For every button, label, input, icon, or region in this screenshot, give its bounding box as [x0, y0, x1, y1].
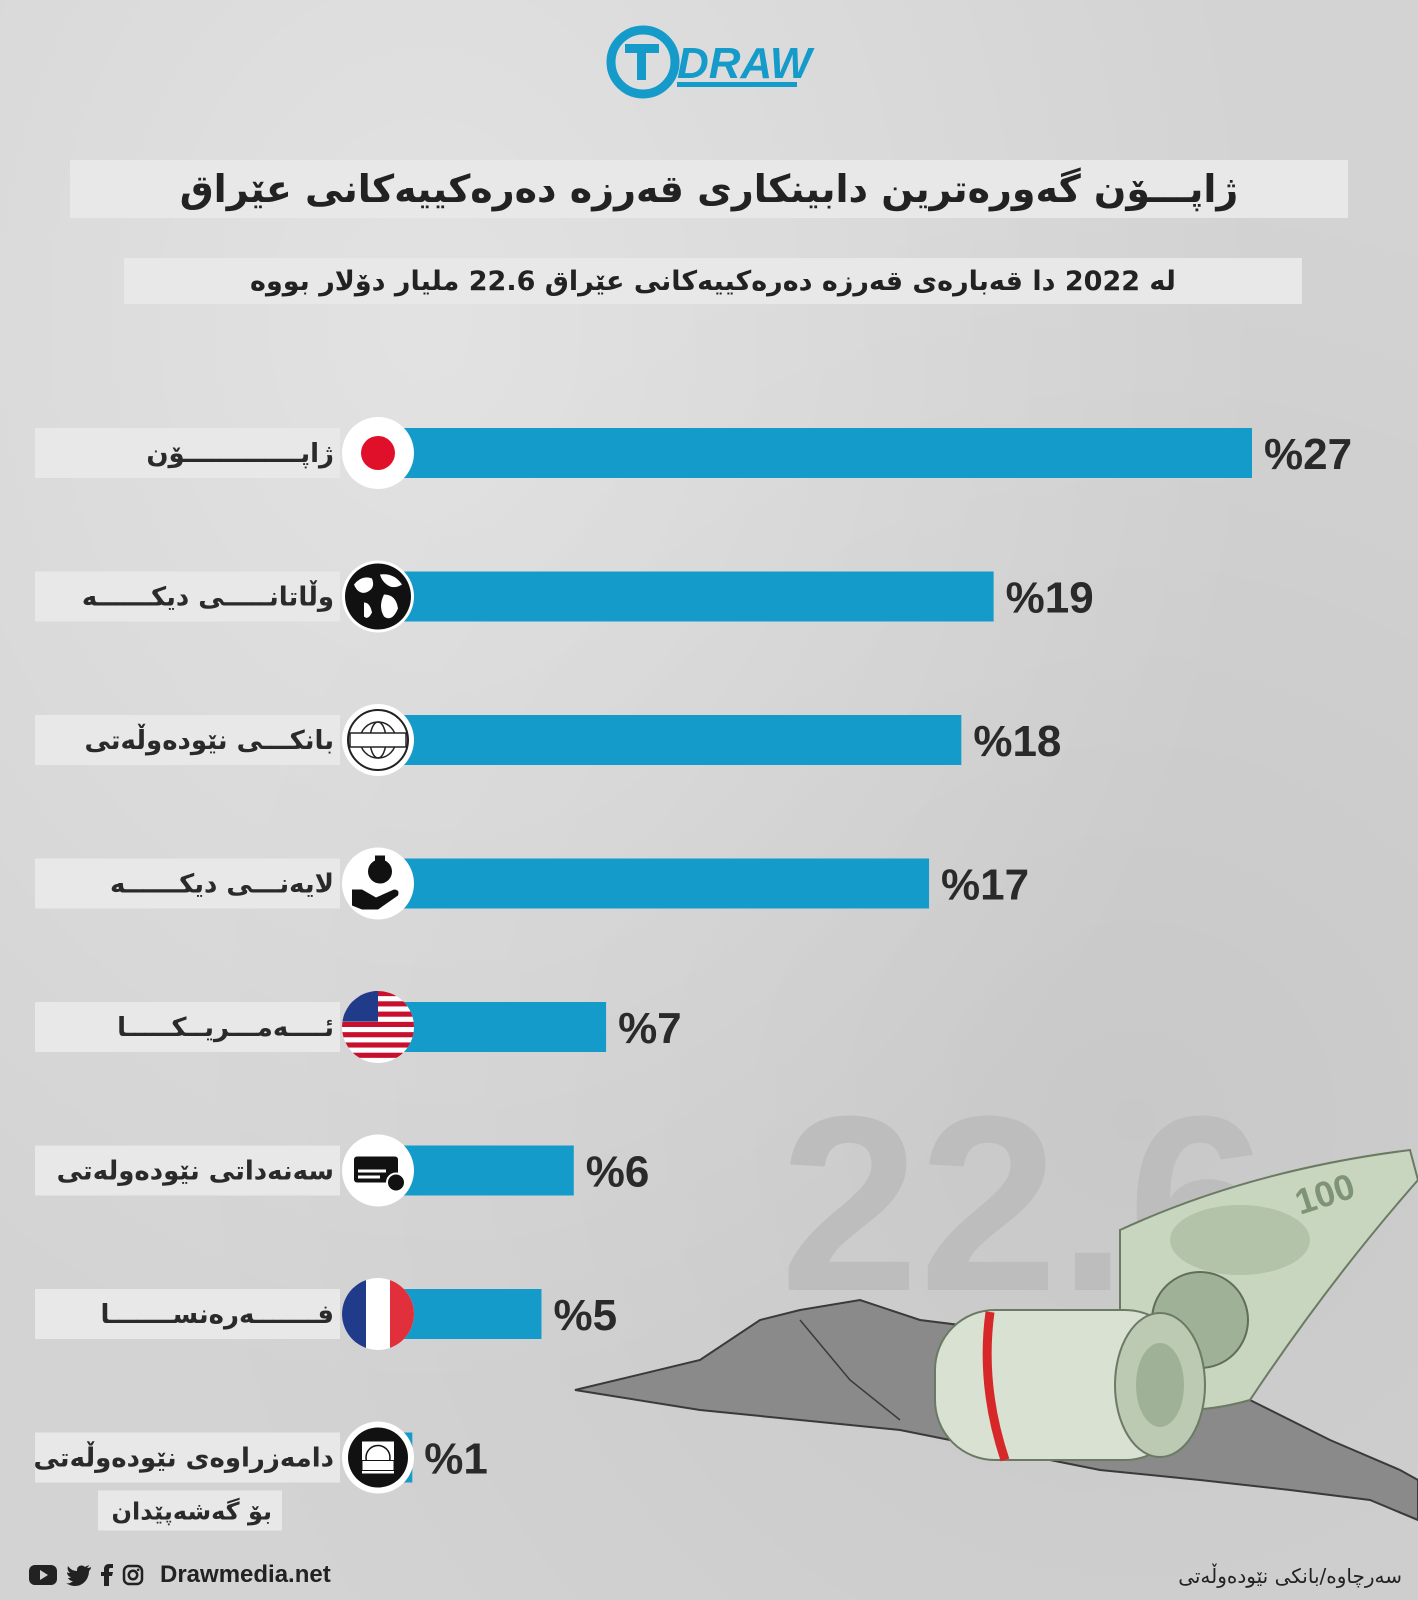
bar-value-label: %18 [973, 717, 1061, 766]
label-background [35, 715, 340, 765]
bar-row: %19 وڵاتانـــــى دیكــــــه [35, 560, 1094, 633]
bar-row: %17 لایەنـــى دیكــــــه [35, 847, 1029, 920]
subtitle-banner: لە 2022 دا قەبارەی قەرزە دەرەکییەکانی عێ… [124, 258, 1302, 304]
label-background [35, 571, 340, 622]
category-label: دامەزراوەی نێودەوڵەتی [34, 1442, 335, 1474]
bar-value-label: %19 [1006, 574, 1094, 623]
category-label: لایەنـــى دیكــــــه [110, 870, 334, 900]
bar-row: %7 ئــــەمـــریــكـــــا [35, 991, 682, 1063]
world-bank-icon [342, 704, 414, 776]
category-label: ژاپـــــــــــــۆن [146, 439, 334, 469]
youtube-icon[interactable] [28, 1564, 58, 1586]
globe-icon [342, 560, 414, 633]
label-background [35, 858, 340, 909]
bar [380, 858, 930, 909]
bar-row: %27 ژاپـــــــــــــۆن [35, 417, 1352, 489]
category-label-line2: بۆ گەشەپێدان [112, 1498, 272, 1526]
bars-group: %27 ژاپـــــــــــــۆن %19 وڵاتانـــــى دیك… [34, 417, 1352, 1531]
bar-row: %5 فـــــــەرەنســـــــا [35, 1278, 617, 1350]
logo-text: DRAW [677, 39, 815, 88]
label-background [35, 1002, 340, 1052]
page-title: ژاپـــۆن گەورەترین دابینکاری قەرزە دەرەک… [179, 167, 1239, 211]
site-link[interactable]: Drawmedia.net [160, 1561, 331, 1588]
bar-value-label: %5 [553, 1291, 617, 1340]
page-subtitle: لە 2022 دا قەبارەی قەرزە دەرەکییەکانی عێ… [250, 265, 1176, 297]
footer-social: Drawmedia.net [28, 1555, 331, 1595]
draw-logo: DRAW [606, 25, 815, 99]
category-label: فـــــــەرەنســـــــا [100, 1300, 334, 1330]
label-background [35, 428, 340, 478]
label-background [35, 1432, 340, 1483]
source-note: سەرچاوە/بانكی نێودەوڵەتی [1178, 1564, 1402, 1588]
japan-flag-icon [342, 417, 414, 489]
label-background [35, 1289, 340, 1339]
label-background [98, 1490, 282, 1531]
bond-icon [342, 1134, 414, 1207]
france-flag-icon [342, 1278, 414, 1350]
bar [380, 428, 1252, 478]
category-label: وڵاتانـــــى دیكــــــه [82, 581, 334, 613]
facebook-icon[interactable] [100, 1564, 114, 1586]
ida-icon [342, 1421, 414, 1494]
bar-row: %1 دامەزراوەی نێودەوڵەتی بۆ گەشەپێدان [34, 1421, 488, 1531]
bar-value-label: %6 [586, 1148, 650, 1197]
category-label: سەنەداتی نێودەولەتی [57, 1157, 334, 1187]
bar-value-label: %17 [941, 861, 1029, 910]
bar-row: %6 سەنەداتی نێودەولەتی [35, 1134, 650, 1207]
category-label: ئــــەمـــریــكـــــا [117, 1013, 334, 1043]
bar-value-label: %7 [618, 1004, 682, 1053]
bar [380, 571, 994, 622]
bar [380, 715, 962, 765]
title-banner: ژاپـــۆن گەورەترین دابینکاری قەرزە دەرەک… [70, 160, 1348, 218]
label-background [35, 1145, 340, 1196]
category-label: بانكـــى نێودەوڵەتی [84, 724, 334, 756]
iraq-map-money-illustration: 100 [574, 1148, 1418, 1522]
twitter-icon[interactable] [66, 1564, 92, 1586]
bar-row: %18 بانكـــى نێودەوڵەتی [35, 704, 1061, 776]
bar-value-label: %27 [1264, 430, 1352, 479]
instagram-icon[interactable] [122, 1564, 144, 1586]
usa-flag-icon [342, 991, 414, 1063]
money-hand-icon [342, 847, 414, 920]
bar [380, 1002, 607, 1052]
bar-value-label: %1 [424, 1435, 488, 1484]
